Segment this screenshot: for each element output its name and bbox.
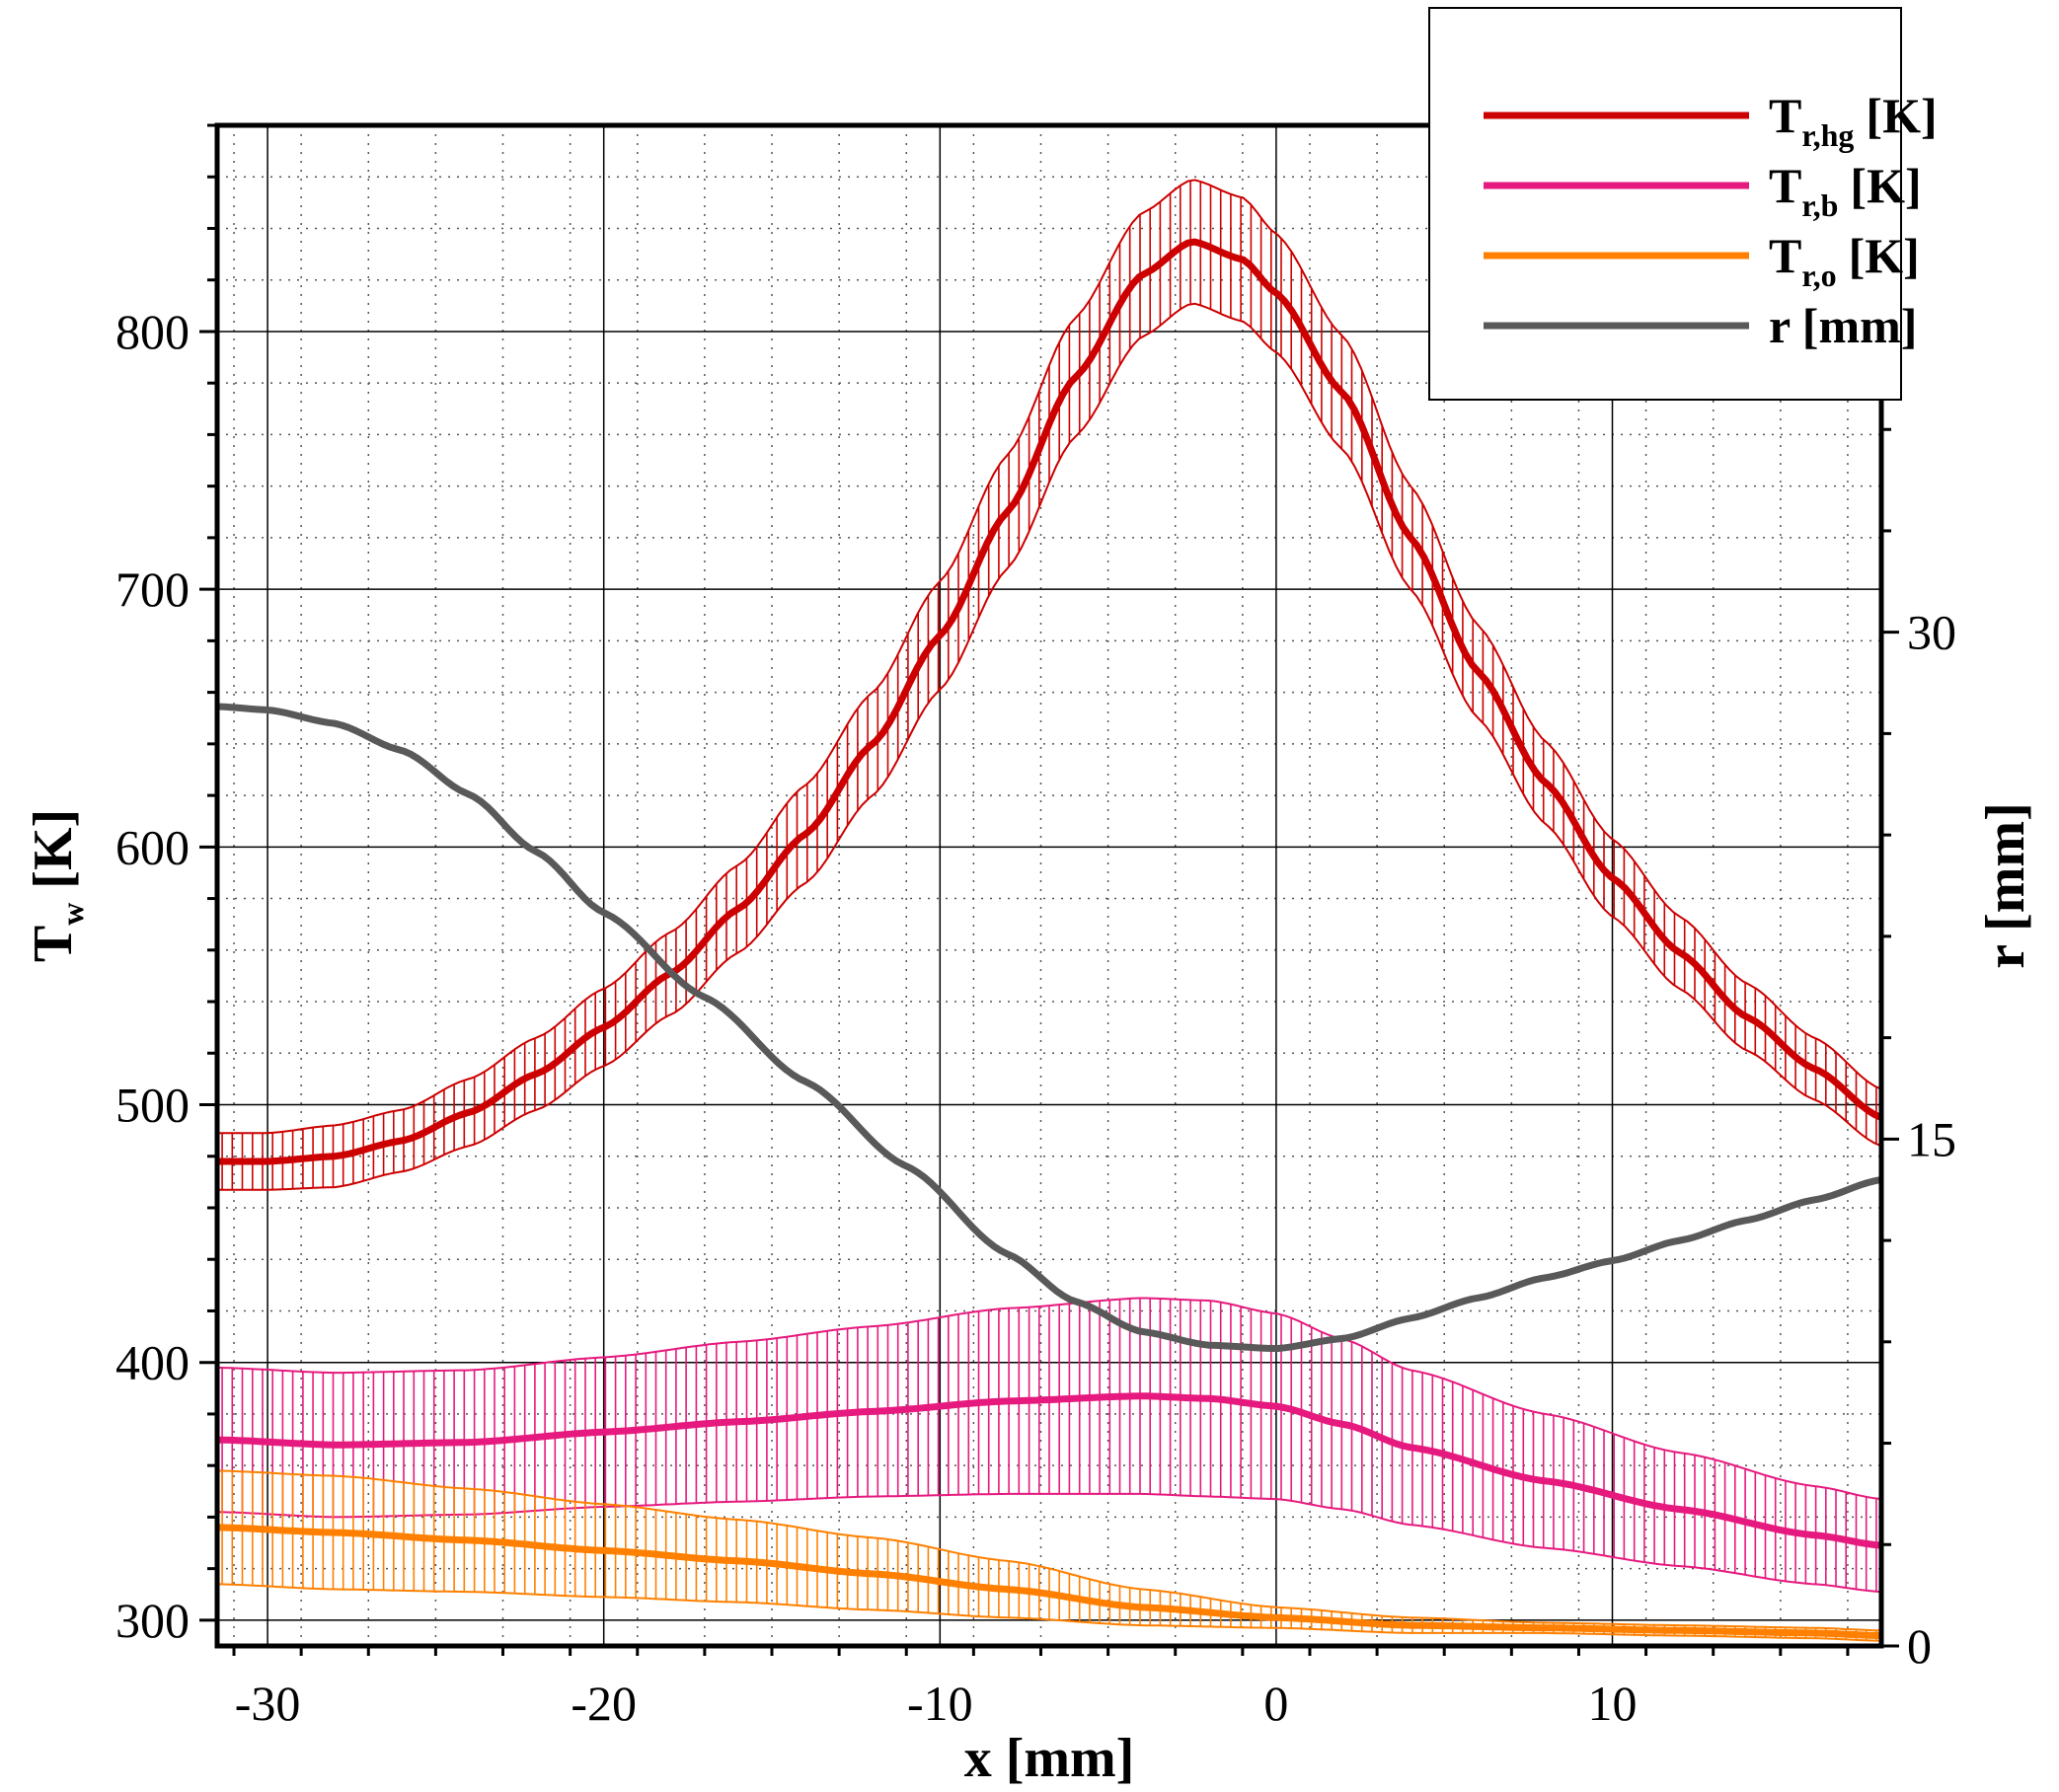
- x-tick-label: -20: [571, 1676, 637, 1731]
- y-tick-label: 700: [115, 561, 190, 617]
- error-band-lower-0: [217, 302, 1882, 1191]
- legend-label-0: Tr,hg [K]: [1769, 88, 1938, 153]
- y-axis-title-sub: w: [54, 903, 90, 926]
- y2-tick-label: 0: [1907, 1618, 1932, 1674]
- legend-label-main: T: [1769, 88, 1801, 143]
- legend-label-sub: r,o: [1801, 258, 1836, 293]
- y-tick-label: 500: [115, 1078, 190, 1133]
- legend-label-3: r [mm]: [1769, 298, 1917, 353]
- series-0: [217, 179, 1883, 1191]
- series-line-0: [217, 238, 1883, 1165]
- series-line-1: [216, 1392, 1882, 1549]
- legend-label-sub: r,b: [1801, 187, 1838, 223]
- legend-label-2: Tr,o [K]: [1769, 228, 1920, 293]
- legend-label-unit: [K]: [1850, 158, 1921, 213]
- y-axis-title-unit: [K]: [23, 809, 84, 889]
- x-tick-label: 0: [1263, 1676, 1288, 1731]
- axes: -30 -20 -10 0 10 300 400 500 600 700 800 0 15 30 x [mm…: [23, 123, 2036, 1789]
- y-tick-label: 800: [115, 304, 190, 359]
- y-axis-title-main: T: [23, 926, 84, 962]
- plot-frame: [214, 122, 1884, 1649]
- y2-tick-label: 30: [1907, 605, 1956, 660]
- legend-label-unit: [K]: [1849, 228, 1920, 283]
- legend-label-main: r [mm]: [1769, 298, 1917, 353]
- error-band-lower-2: [216, 1583, 1882, 1642]
- y-tick-label: 400: [115, 1335, 190, 1390]
- y-tick-label: 600: [115, 819, 190, 874]
- x-tick-label: -10: [907, 1676, 973, 1731]
- legend-label-1: Tr,b [K]: [1769, 158, 1922, 223]
- y-axis-title: Tw [K]: [23, 809, 90, 962]
- plot-area: [216, 179, 1883, 1642]
- x-tick-label: -30: [235, 1676, 301, 1731]
- legend-label-main: T: [1769, 228, 1801, 283]
- x-axis-title: x [mm]: [964, 1728, 1135, 1789]
- y2-axis-title: r [mm]: [1975, 802, 2036, 968]
- y-tick-label: 300: [115, 1593, 190, 1648]
- error-band-upper-0: [217, 179, 1882, 1135]
- legend-label-unit: [K]: [1866, 88, 1937, 143]
- x-tick-label: 10: [1588, 1676, 1638, 1731]
- y2-tick-label: 15: [1907, 1111, 1956, 1166]
- legend-label-sub: r,hg: [1801, 117, 1854, 153]
- legend-label-main: T: [1769, 158, 1801, 213]
- series-3: [216, 703, 1882, 1352]
- series-line-2: [216, 1524, 1882, 1640]
- legend: Tr,hg [K] Tr,b [K] Tr,o [K] r [mm]: [1428, 7, 1938, 401]
- error-band-upper-1: [216, 1297, 1882, 1501]
- series-line-3: [216, 703, 1882, 1352]
- legend-box: [1428, 7, 1902, 401]
- error-band-upper-2: [216, 1469, 1882, 1632]
- series-2: [216, 1469, 1882, 1642]
